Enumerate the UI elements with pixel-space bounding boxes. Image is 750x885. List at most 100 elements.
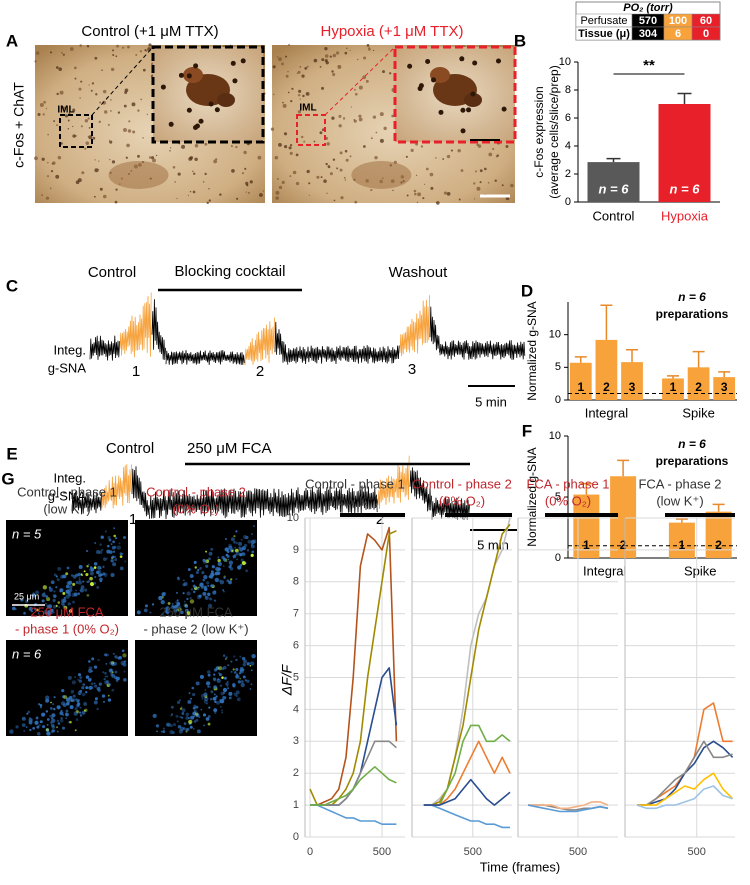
cell-signal	[49, 706, 53, 710]
cell-dot	[417, 192, 421, 197]
cell-signal	[214, 577, 219, 583]
x-tick-label: 0	[307, 846, 313, 858]
x-tick-label: Hypoxia	[661, 208, 709, 223]
cell-signal	[9, 729, 14, 734]
chart-title: FCA - phase 1	[526, 476, 609, 491]
cell-dot	[98, 160, 100, 162]
group-label: Integral	[585, 405, 628, 420]
cell-dot	[285, 55, 288, 58]
table-text: 570	[639, 15, 657, 27]
cell-dot	[116, 44, 119, 48]
cell-signal	[90, 686, 94, 690]
cell-signal	[63, 596, 67, 600]
cell-signal	[98, 686, 101, 689]
trace	[274, 321, 289, 365]
cell-signal	[96, 570, 100, 574]
cell-dot	[391, 114, 395, 118]
marker: 2	[256, 363, 264, 380]
cell-signal	[200, 585, 205, 589]
panel-label: C	[6, 276, 18, 295]
cell-signal	[233, 655, 236, 658]
cell-signal	[230, 578, 233, 581]
cell-dot	[132, 130, 136, 134]
cell-dot	[137, 109, 140, 112]
cell-signal	[89, 677, 92, 680]
cell-signal	[208, 575, 211, 578]
cell-dot	[34, 156, 38, 161]
cell-dot	[278, 57, 282, 62]
cell-signal	[224, 696, 227, 699]
cell-dot	[365, 79, 369, 83]
cell-dot	[367, 47, 371, 51]
cell-signal	[222, 691, 226, 695]
y-axis-label: ΔF/F	[279, 663, 295, 696]
cell-signal	[112, 540, 115, 544]
cell-dot	[144, 49, 147, 52]
cell-signal	[235, 530, 238, 533]
cell-signal	[23, 730, 26, 732]
y-tick-label: 9	[293, 544, 299, 556]
cell-dot	[326, 142, 330, 146]
cell-signal	[96, 585, 100, 589]
cell-signal	[52, 594, 55, 596]
nucleus	[472, 60, 478, 66]
cell-dot	[460, 169, 464, 172]
cell-dot	[349, 155, 352, 158]
cell-signal	[144, 604, 148, 608]
cell-signal	[81, 574, 83, 577]
table-text: 304	[639, 28, 658, 40]
cell-dot	[123, 128, 127, 132]
cell-dot	[79, 97, 81, 99]
cell-signal	[202, 591, 207, 596]
cell-signal	[227, 687, 230, 690]
cell-signal	[52, 604, 57, 609]
cell-signal	[189, 596, 192, 600]
cell-signal	[111, 545, 116, 550]
cell-signal	[102, 565, 105, 569]
cell-signal	[213, 685, 217, 689]
cell-signal	[53, 573, 57, 577]
cell-signal	[237, 565, 242, 570]
cell-signal	[89, 582, 95, 587]
cell-dot	[42, 113, 45, 116]
cell-dot	[43, 100, 46, 104]
table-text: Tissue (μ)	[578, 28, 630, 40]
cell-dot	[343, 176, 346, 179]
image-caption: Control - phase 2	[146, 484, 246, 499]
cell-dot	[204, 172, 207, 176]
cell-signal	[185, 712, 190, 717]
cell-dot	[99, 187, 103, 191]
cell-dot	[442, 158, 445, 160]
cell-dot	[321, 128, 325, 132]
cell-dot	[350, 106, 353, 108]
cell-signal	[78, 577, 81, 579]
cell-signal	[203, 692, 208, 697]
cell-dot	[58, 67, 62, 71]
cell-signal	[198, 716, 201, 719]
cell-signal	[85, 691, 88, 694]
cell-dot	[126, 45, 130, 49]
cell-dot	[292, 170, 297, 175]
cell-signal	[63, 695, 68, 699]
cell-signal	[81, 710, 86, 715]
cell-signal	[32, 592, 35, 595]
bar-label: 3	[721, 380, 728, 394]
cell-signal	[207, 722, 211, 726]
cell-dot	[219, 193, 222, 196]
cell-dot	[215, 158, 218, 161]
cell-signal	[104, 671, 107, 675]
cell-dot	[344, 149, 348, 153]
cell-signal	[94, 541, 97, 545]
cell-dot	[473, 182, 476, 185]
cell-signal	[210, 547, 214, 551]
cell-signal	[61, 601, 65, 606]
cell-signal	[96, 707, 99, 711]
cell-signal	[45, 695, 50, 700]
cell-dot	[325, 162, 328, 166]
cell-signal	[71, 698, 76, 702]
cell-signal	[74, 707, 78, 711]
cell-signal	[239, 677, 242, 680]
cell-signal	[121, 553, 124, 555]
cell-signal	[143, 608, 148, 613]
